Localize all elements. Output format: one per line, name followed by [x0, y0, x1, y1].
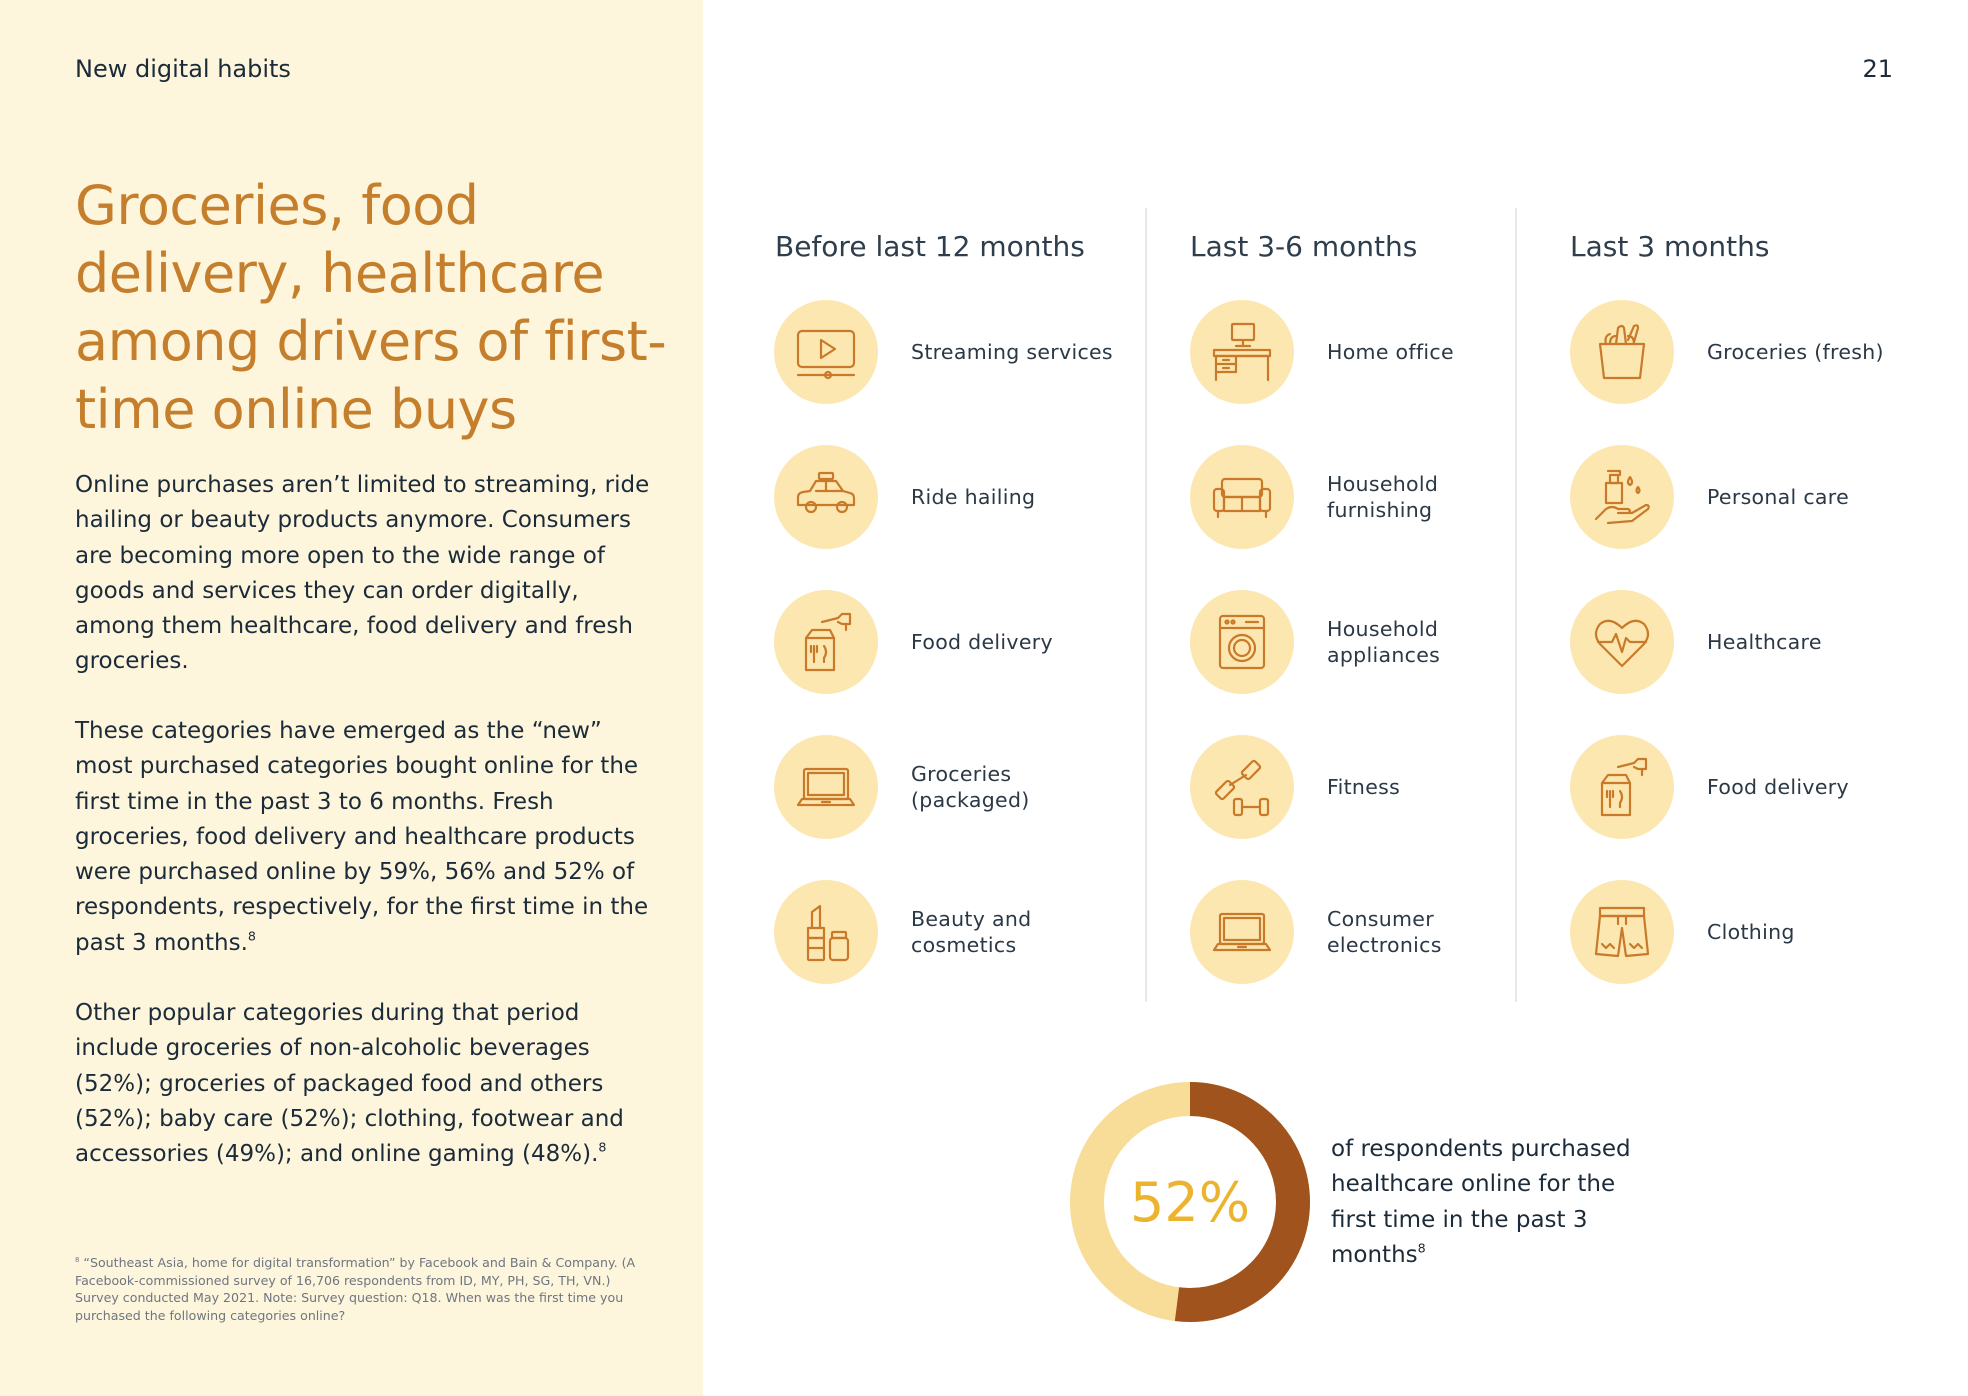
sofa-icon: [1190, 445, 1294, 549]
laptop-icon: [1190, 880, 1294, 984]
categories-text: These categories have emerged as the “ne…: [75, 718, 649, 956]
footnote: 8 “Southeast Asia, home for digital tran…: [75, 1254, 655, 1324]
section-label: New digital habits: [75, 55, 291, 83]
laptop-icon: [774, 735, 878, 839]
grocery-bag-icon: [1570, 300, 1674, 404]
healthcare-donut-chart: [1070, 1082, 1310, 1322]
footnote-mark: 8: [75, 1255, 80, 1264]
category-label: Ride hailing: [911, 485, 1036, 509]
cosmetics-icon: [774, 880, 878, 984]
category-label: Household furnishing: [1327, 472, 1439, 522]
donut-highlight-segment: [1070, 1082, 1310, 1322]
category-label: Food delivery: [911, 630, 1053, 654]
hand-soap-icon: [1570, 445, 1674, 549]
donut-caption: of respondents purchased healthcare onli…: [1331, 1132, 1631, 1273]
heart-pulse-icon: [1570, 590, 1674, 694]
donut-caption-text: of respondents purchased healthcare onli…: [1331, 1136, 1631, 1268]
page-headline: Groceries, food delivery, healthcare amo…: [75, 174, 667, 441]
column-heading-last-3-months: Last 3 months: [1570, 230, 1770, 263]
dumbbell-icon: [1190, 735, 1294, 839]
category-label: Streaming services: [911, 340, 1113, 364]
streaming-icon: [774, 300, 878, 404]
car-icon: [774, 445, 878, 549]
other-categories-text: Other popular categories during that per…: [75, 1000, 624, 1168]
category-label: Consumer electronics: [1327, 907, 1442, 957]
category-label: Beauty and cosmetics: [911, 907, 1032, 957]
food-delivery-icon: [774, 590, 878, 694]
footnote-text: “Southeast Asia, home for digital transf…: [75, 1255, 636, 1323]
category-label: Personal care: [1707, 485, 1849, 509]
footnote-ref: 8: [1417, 1240, 1426, 1256]
category-label: Clothing: [1707, 920, 1795, 944]
washing-machine-icon: [1190, 590, 1294, 694]
column-divider: [1145, 208, 1147, 1002]
column-heading-before-12-months: Before last 12 months: [775, 230, 1085, 263]
category-label: Groceries (packaged): [911, 762, 1030, 812]
category-label: Healthcare: [1707, 630, 1822, 654]
category-label: Groceries (fresh): [1707, 340, 1884, 364]
category-label: Fitness: [1327, 775, 1401, 799]
categories-paragraph: These categories have emerged as the “ne…: [75, 714, 650, 961]
footnote-ref: 8: [247, 928, 256, 944]
food-delivery-icon: [1570, 735, 1674, 839]
donut-percentage: 52%: [1129, 1170, 1251, 1234]
other-categories-paragraph: Other popular categories during that per…: [75, 996, 650, 1172]
category-label: Home office: [1327, 340, 1454, 364]
category-label: Household appliances: [1327, 617, 1441, 667]
intro-paragraph: Online purchases aren’t limited to strea…: [75, 468, 650, 680]
left-panel: New digital habits Groceries, food deliv…: [0, 0, 703, 1396]
footnote-ref: 8: [598, 1139, 607, 1155]
column-divider: [1515, 208, 1517, 1002]
column-heading-3-6-months: Last 3-6 months: [1190, 230, 1418, 263]
desk-icon: [1190, 300, 1294, 404]
intro-text: Online purchases aren’t limited to strea…: [75, 472, 650, 675]
category-label: Food delivery: [1707, 775, 1849, 799]
page-number: 21: [1862, 55, 1893, 83]
shorts-icon: [1570, 880, 1674, 984]
